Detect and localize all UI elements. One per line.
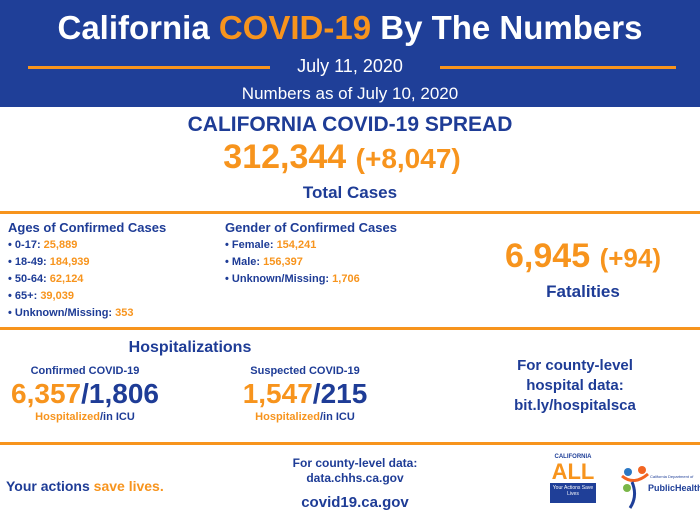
county-data-link[interactable]: data.chhs.ca.gov [306, 471, 404, 485]
ages-section: Ages of Confirmed Cases 0-17: 25,88918-4… [8, 220, 166, 322]
gender-title: Gender of Confirmed Cases [225, 220, 397, 235]
gender-item: Male: 156,397 [225, 254, 397, 271]
ages-title: Ages of Confirmed Cases [8, 220, 167, 235]
county-hospital-info: For county-level hospital data: bit.ly/hos… [480, 356, 670, 416]
fatalities-total: 6,945 (+94) [505, 237, 661, 275]
divider [440, 66, 676, 69]
gender-section: Gender of Confirmed Cases Female: 154,24… [225, 220, 397, 288]
slogan: Your actions save lives. [6, 478, 164, 494]
gender-item: Female: 154,241 [225, 237, 397, 254]
county-data-info: For county-level data: data.chhs.ca.gov [270, 456, 440, 486]
page-title: California COVID-19 By The Numbers [57, 9, 643, 46]
ages-item: 18-49: 184,939 [8, 254, 166, 271]
spread-title: CALIFORNIA COVID-19 SPREAD [187, 113, 513, 136]
divider [28, 66, 270, 69]
total-cases: 312,344 (+8,047) [223, 138, 461, 176]
header-banner [0, 0, 700, 107]
report-date: July 11, 2020 [297, 56, 403, 76]
hospitalizations-title: Hospitalizations [128, 339, 252, 356]
divider [0, 327, 700, 330]
figures-icon [621, 466, 649, 509]
ages-item: 65+: 39,039 [8, 288, 166, 305]
total-cases-label: Total Cases [302, 183, 398, 202]
divider [0, 211, 700, 214]
ages-item: 50-64: 62,124 [8, 271, 166, 288]
california-all-logo: CALIFORNIA ALL Your Actions Save Lives [550, 453, 596, 503]
ages-item: 0-17: 25,889 [8, 237, 166, 254]
ages-item: Unknown/Missing: 353 [8, 305, 166, 322]
gender-item: Unknown/Missing: 1,706 [225, 271, 397, 288]
divider [0, 442, 700, 445]
suspected-hosp: Suspected COVID-19 1,547/215 Hospitalize… [242, 365, 368, 423]
hospital-data-link[interactable]: bit.ly/hospitalsca [514, 397, 636, 414]
site-link[interactable]: covid19.ca.gov [301, 494, 409, 511]
data-as-of: Numbers as of July 10, 2020 [241, 84, 459, 103]
confirmed-hosp: Confirmed COVID-19 6,357/1,806 Hospitali… [11, 365, 159, 423]
fatalities-label: Fatalities [546, 282, 620, 301]
public-health-logo: California Department of PublicHealth [620, 462, 700, 512]
